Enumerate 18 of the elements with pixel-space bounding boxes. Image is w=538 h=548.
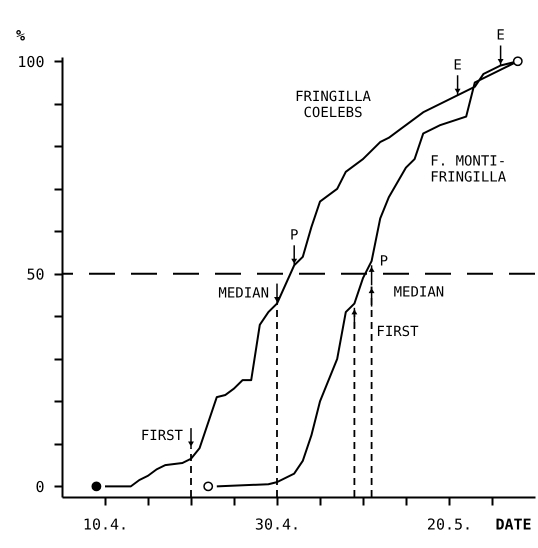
y-tick-label: 50 xyxy=(26,265,44,284)
series-label: F. MONTI-FRINGILLA xyxy=(430,154,507,186)
annotation: FIRST xyxy=(376,324,420,340)
annotation: MEDIAN xyxy=(218,286,269,302)
x-tick-label: 10.4. xyxy=(82,516,128,534)
x-tick-label: 30.4. xyxy=(254,516,300,534)
y-axis-title: % xyxy=(16,26,26,44)
annotation: P xyxy=(290,227,298,244)
annotation: FIRST xyxy=(140,428,184,444)
y-tick-label: 0 xyxy=(35,478,44,496)
x-tick-label: 20.5. xyxy=(426,516,472,534)
series-label: FRINGILLA COELEBS xyxy=(295,89,372,122)
annotation: MEDIAN xyxy=(394,284,444,301)
x-axis-title: DATE xyxy=(495,516,532,534)
annotation: E xyxy=(496,28,505,44)
annotation: E xyxy=(453,57,462,74)
y-tick-label: 100 xyxy=(17,52,44,71)
annotation: P xyxy=(380,253,388,270)
